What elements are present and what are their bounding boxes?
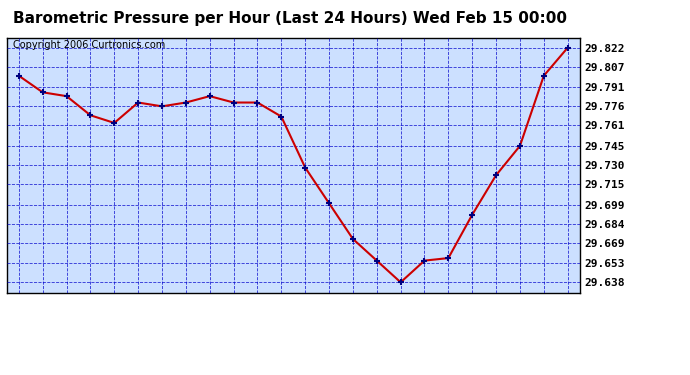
Text: 06:00: 06:00: [133, 308, 143, 337]
Text: 15:00: 15:00: [348, 308, 358, 337]
Text: 17:00: 17:00: [395, 308, 406, 337]
Text: 05:00: 05:00: [109, 308, 119, 337]
Text: 08:00: 08:00: [181, 308, 191, 337]
Text: 03:00: 03:00: [61, 308, 72, 337]
Text: 10:00: 10:00: [228, 308, 239, 337]
Text: Copyright 2006 Curtronics.com: Copyright 2006 Curtronics.com: [12, 40, 165, 50]
Text: 16:00: 16:00: [372, 308, 382, 337]
Text: 09:00: 09:00: [205, 308, 215, 337]
Text: 00:00: 00:00: [562, 308, 573, 337]
Text: 21:00: 21:00: [491, 308, 501, 337]
Text: 22:00: 22:00: [515, 308, 525, 337]
Text: 18:00: 18:00: [420, 308, 429, 337]
Text: 02:00: 02:00: [38, 308, 48, 337]
Text: 20:00: 20:00: [467, 308, 477, 337]
Text: 04:00: 04:00: [86, 308, 95, 337]
Text: 23:00: 23:00: [539, 308, 549, 337]
Text: 12:00: 12:00: [276, 308, 286, 337]
Text: 13:00: 13:00: [300, 308, 310, 337]
Text: Barometric Pressure per Hour (Last 24 Hours) Wed Feb 15 00:00: Barometric Pressure per Hour (Last 24 Ho…: [13, 11, 566, 26]
Text: 19:00: 19:00: [444, 308, 453, 337]
Text: 01:00: 01:00: [14, 308, 24, 337]
Text: 07:00: 07:00: [157, 308, 167, 337]
Text: 14:00: 14:00: [324, 308, 334, 337]
Text: 11:00: 11:00: [253, 308, 262, 337]
